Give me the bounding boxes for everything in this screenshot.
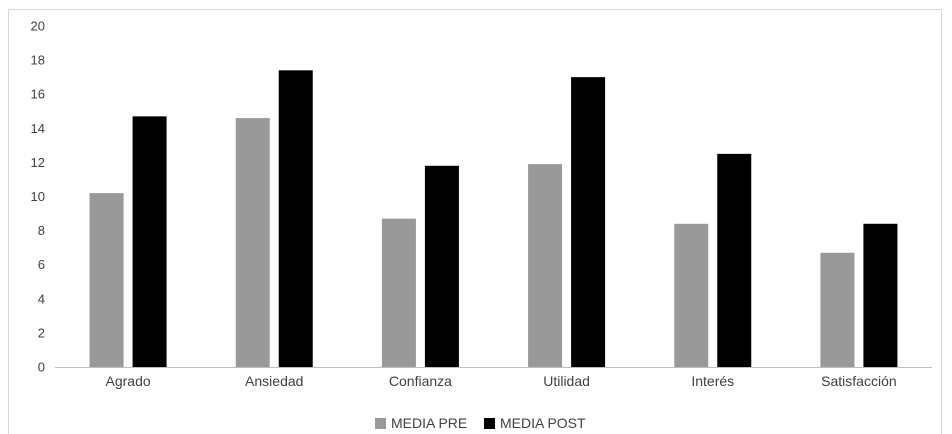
legend-label: MEDIA PRE [391, 415, 467, 431]
bar-pre [528, 164, 563, 367]
x-tick-label: Utilidad [543, 373, 590, 389]
legend-swatch [375, 418, 386, 429]
y-tick-label: 6 [38, 257, 45, 272]
x-tick-label: Confianza [389, 373, 452, 389]
x-tick-label: Agrado [106, 373, 151, 389]
y-axis: 0 2 4 6 8 10 12 14 16 18 20 [31, 19, 45, 375]
bar-post [571, 77, 606, 368]
y-tick-label: 4 [38, 291, 45, 306]
bar-post [132, 116, 167, 368]
legend-swatch [484, 418, 495, 429]
y-tick-label: 0 [38, 360, 45, 375]
bar-post [717, 153, 752, 367]
x-tick-label: Satisfacción [821, 373, 896, 389]
bar-post [278, 70, 313, 367]
legend-label: MEDIA POST [500, 415, 586, 431]
y-tick-label: 10 [31, 189, 45, 204]
legend: MEDIA PRE MEDIA POST [375, 415, 586, 431]
y-tick-label: 18 [31, 53, 45, 68]
bar-post [424, 165, 459, 367]
y-tick-label: 16 [31, 87, 45, 102]
bar-pre [235, 118, 270, 367]
x-axis: Agrado Ansiedad Confianza Utilidad Interés Sa… [55, 367, 932, 389]
y-tick-label: 2 [38, 325, 45, 340]
bar-post [863, 223, 898, 367]
bar-pre [89, 193, 124, 367]
x-tick-label: Interés [691, 373, 734, 389]
y-tick-label: 8 [38, 223, 45, 238]
bar-pre [820, 252, 855, 367]
y-tick-label: 20 [31, 19, 45, 34]
bar-pre [674, 223, 709, 367]
bars-group [89, 70, 898, 368]
y-tick-label: 12 [31, 155, 45, 170]
y-tick-label: 14 [31, 121, 45, 136]
bar-pre [381, 218, 416, 367]
x-tick-label: Ansiedad [245, 373, 303, 389]
